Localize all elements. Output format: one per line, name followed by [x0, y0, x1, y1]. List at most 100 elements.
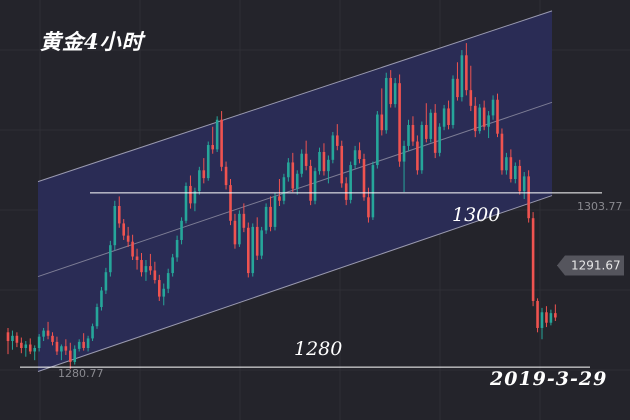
candle [514, 162, 517, 184]
candle-body [60, 346, 63, 352]
candle-body [353, 150, 357, 166]
candle [126, 226, 130, 247]
candle [55, 336, 59, 355]
candle [184, 182, 188, 224]
candle-body [193, 191, 197, 204]
candle-body [340, 145, 344, 184]
candle [371, 161, 375, 220]
candle-body [73, 348, 77, 362]
candle-body [77, 341, 81, 349]
candle [238, 210, 241, 247]
candle-body [24, 344, 28, 348]
candle [358, 142, 361, 164]
candle [28, 338, 32, 355]
candle [376, 111, 379, 169]
candle-body [86, 338, 90, 348]
candle [220, 111, 223, 172]
current-price-tag-shape [557, 255, 624, 276]
candle [393, 77, 397, 108]
candle-body [64, 346, 68, 351]
candle [460, 50, 464, 102]
candle-body [496, 99, 499, 134]
candle [122, 219, 125, 240]
candle [287, 158, 290, 182]
candle-body [380, 114, 384, 131]
candle-body [500, 133, 504, 171]
price-tick-high: 1303.77 [577, 200, 623, 213]
candle [380, 88, 384, 136]
candle [264, 203, 268, 234]
candle-body [15, 335, 19, 343]
candle-body [518, 165, 522, 192]
candle-body [46, 330, 50, 336]
candle-body [109, 245, 112, 273]
candle [202, 158, 206, 184]
channel-mid-line [37, 101, 553, 278]
candle [425, 103, 428, 143]
candle-body [313, 171, 317, 201]
candle [171, 253, 174, 277]
candle [175, 235, 179, 262]
candle [500, 128, 504, 175]
candle [109, 240, 112, 277]
candle [429, 109, 433, 143]
candle [42, 327, 45, 342]
candle [73, 345, 77, 365]
candle [545, 306, 548, 328]
candle-body [429, 112, 433, 139]
candle [407, 119, 410, 152]
candle [442, 104, 446, 131]
candle-body [162, 288, 166, 297]
candle-body [527, 176, 530, 219]
candle [451, 75, 455, 129]
candle [353, 145, 357, 169]
candle-body [389, 77, 392, 105]
candle-body [233, 220, 237, 245]
candle-body [158, 280, 161, 297]
candle-body [554, 313, 557, 318]
candle [215, 116, 219, 152]
candle [77, 339, 81, 352]
chart-title: 黄金4小时 [40, 29, 144, 54]
candle [51, 332, 54, 346]
candle-body [113, 206, 117, 246]
candle-body [491, 99, 495, 116]
candle [420, 121, 424, 174]
candle-body [117, 206, 121, 224]
candle-body [215, 119, 219, 150]
candle [260, 226, 263, 260]
candle-body [144, 266, 148, 273]
candle-body [451, 78, 455, 125]
candle [224, 161, 228, 190]
candle-body [42, 330, 45, 337]
candle-body [540, 312, 544, 328]
candle [313, 167, 317, 205]
candle [95, 303, 99, 329]
candle-body [37, 336, 41, 348]
candle-body [269, 206, 272, 227]
candle-body [184, 185, 188, 221]
candle [291, 152, 295, 193]
candle-body [33, 347, 36, 352]
candle-body [536, 300, 539, 328]
candle-body [291, 162, 295, 189]
candle-body [482, 107, 486, 127]
candle [282, 173, 286, 205]
candle-body [376, 114, 379, 166]
candle [300, 149, 303, 178]
candle [416, 135, 419, 175]
candle [273, 192, 277, 231]
candle-body [304, 153, 308, 166]
candle-body [398, 83, 401, 162]
candle-body [131, 241, 134, 257]
candle [389, 70, 392, 108]
candle-body [251, 226, 255, 274]
candle [554, 304, 557, 321]
level-1300-label: 1300 [452, 204, 500, 226]
candle-body [318, 151, 321, 172]
candle [15, 332, 19, 348]
candle [536, 298, 539, 333]
candle-body [171, 257, 174, 274]
candle-body [91, 326, 94, 339]
candle-body [384, 77, 388, 131]
